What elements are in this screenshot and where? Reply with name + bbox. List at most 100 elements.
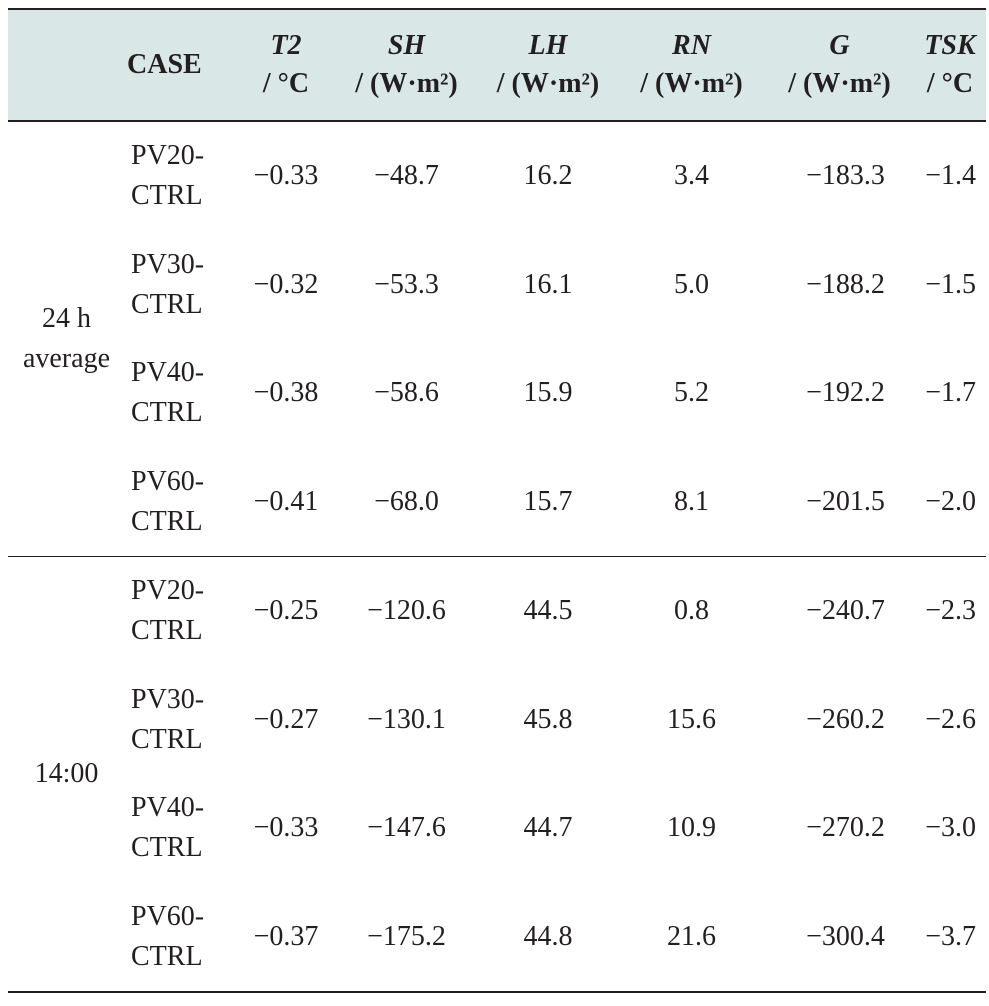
case-line2: CTRL xyxy=(131,505,203,537)
table-row: PV60- CTRL −0.37 −175.2 44.8 21.6 −300.4 −3.7 xyxy=(8,882,986,993)
header-lh: LH / (W·m²) xyxy=(478,8,618,122)
cell-g: −188.2 xyxy=(806,268,885,300)
cell-g: −260.2 xyxy=(806,703,885,735)
case-line1: PV60- xyxy=(131,465,205,497)
case-line2: CTRL xyxy=(131,288,203,320)
header-rn-unit: / (W·m²) xyxy=(640,68,743,99)
cell-rn: 5.0 xyxy=(674,268,709,300)
case-cell: PV30- CTRL xyxy=(125,666,237,775)
cell-lh: 16.1 xyxy=(523,268,573,300)
group-label: 14:00 xyxy=(8,556,125,993)
section-1400: 14:00 PV20- CTRL −0.25 −120.6 44.5 0.8 −240.7 −2… xyxy=(8,556,986,993)
cell-rn: 0.8 xyxy=(674,595,709,627)
header-t2: T2 / °C xyxy=(237,8,335,122)
table-row: PV60- CTRL −0.41 −68.0 15.7 8.1 −201.5 −2.0 xyxy=(8,447,986,557)
case-line2: CTRL xyxy=(131,723,203,755)
header-t2-unit: / °C xyxy=(262,68,310,99)
table-header: CASE T2 / °C SH / (W·m²) LH / (W·m²) RN … xyxy=(8,8,986,122)
group-label: 24 h average xyxy=(8,121,125,557)
cell-lh: 15.7 xyxy=(478,447,618,557)
cell-sh: −175.2 xyxy=(335,882,478,993)
cell-lh: 16.2 xyxy=(523,160,573,192)
header-tsk: TSK / °C xyxy=(914,8,986,122)
cell-rn: 15.6 xyxy=(667,703,716,735)
case-cell: PV30- CTRL xyxy=(125,231,237,340)
cell-rn: 5.2 xyxy=(674,377,709,409)
case-line1: PV20- xyxy=(131,575,205,607)
cell-t2: −0.33 xyxy=(253,160,319,192)
cell-lh: 44.7 xyxy=(523,812,573,844)
header-lh-var: LH xyxy=(528,30,568,61)
cell-t2: −0.38 xyxy=(253,377,319,409)
header-tsk-var: TSK xyxy=(924,30,976,61)
header-rn-var: RN xyxy=(672,30,711,61)
case-cell: PV60- CTRL xyxy=(125,447,237,557)
table-row: 24 h average PV20- CTRL −0.33 −48.7 16.2 3.4 −18… xyxy=(8,121,986,557)
case-line1: PV40- xyxy=(131,357,205,389)
case-cell: PV40- CTRL xyxy=(125,774,237,883)
cell-g: −192.2 xyxy=(806,377,885,409)
data-table: CASE T2 / °C SH / (W·m²) LH / (W·m²) RN … xyxy=(8,8,986,993)
cell-tsk: −1.4 xyxy=(925,160,976,192)
cell-t2: −0.25 xyxy=(253,595,319,627)
case-line1: PV40- xyxy=(131,792,205,824)
header-t2-var: T2 xyxy=(270,30,302,61)
case-cell: PV20- CTRL xyxy=(125,121,237,231)
case-line1: PV30- xyxy=(131,683,205,715)
cell-lh: 44.5 xyxy=(523,595,573,627)
cell-g: −270.2 xyxy=(806,812,885,844)
cell-tsk: −3.7 xyxy=(914,882,986,993)
cell-sh: −68.0 xyxy=(335,447,478,557)
table-row: PV30- CTRL −0.27 −130.1 45.8 15.6 −260.2 −2.6 xyxy=(8,666,986,775)
cell-t2: −0.33 xyxy=(253,812,319,844)
header-sh-var: SH xyxy=(387,30,426,61)
case-line2: CTRL xyxy=(131,615,203,647)
cell-sh: −58.6 xyxy=(374,377,439,409)
case-line2: CTRL xyxy=(131,180,203,212)
table-row: PV30- CTRL −0.32 −53.3 16.1 5.0 −188.2 −1.5 xyxy=(8,231,986,340)
cell-tsk: −1.5 xyxy=(925,268,976,300)
cell-tsk: −2.6 xyxy=(925,703,976,735)
table-row: PV40- CTRL −0.33 −147.6 44.7 10.9 −270.2 −3.0 xyxy=(8,774,986,883)
header-sh-unit: / (W·m²) xyxy=(355,68,458,99)
cell-lh: 45.8 xyxy=(523,703,573,735)
cell-g: −183.3 xyxy=(806,160,885,192)
cell-g: −240.7 xyxy=(806,595,885,627)
header-sh: SH / (W·m²) xyxy=(335,8,478,122)
header-group-blank xyxy=(8,8,125,122)
cell-tsk: −1.7 xyxy=(925,377,976,409)
header-g: G / (W·m²) xyxy=(765,8,914,122)
header-g-var: G xyxy=(829,30,850,61)
case-line1: PV20- xyxy=(131,140,205,172)
cell-g: −201.5 xyxy=(765,447,914,557)
cell-tsk: −2.0 xyxy=(914,447,986,557)
cell-rn: 3.4 xyxy=(674,160,709,192)
cell-sh: −48.7 xyxy=(374,160,439,192)
cell-t2: −0.41 xyxy=(237,447,335,557)
cell-tsk: −3.0 xyxy=(925,812,976,844)
group-label-line1: 14:00 xyxy=(34,758,99,789)
header-row: CASE T2 / °C SH / (W·m²) LH / (W·m²) RN … xyxy=(8,8,986,122)
group-label-line2: average xyxy=(22,343,111,374)
group-label-line1: 24 h xyxy=(42,303,91,334)
cell-tsk: −2.3 xyxy=(925,595,976,627)
case-line1: PV60- xyxy=(131,900,205,932)
table-row: PV40- CTRL −0.38 −58.6 15.9 5.2 −192.2 −1.7 xyxy=(8,339,986,448)
case-cell: PV60- CTRL xyxy=(125,882,237,993)
case-cell: PV20- CTRL xyxy=(125,557,237,666)
cell-t2: −0.32 xyxy=(253,268,319,300)
cell-rn: 8.1 xyxy=(618,447,765,557)
header-lh-unit: / (W·m²) xyxy=(496,68,600,99)
cell-sh: −53.3 xyxy=(374,268,439,300)
header-case: CASE xyxy=(125,8,237,122)
cell-t2: −0.37 xyxy=(237,882,335,993)
cell-rn: 10.9 xyxy=(667,812,716,844)
case-cell: PV40- CTRL xyxy=(125,339,237,448)
header-rn: RN / (W·m²) xyxy=(618,8,765,122)
cell-lh: 44.8 xyxy=(478,882,618,993)
section-24h-average: 24 h average PV20- CTRL −0.33 −48.7 16.2 3.4 −18… xyxy=(8,121,986,557)
case-line2: CTRL xyxy=(131,940,203,972)
header-g-unit: / (W·m²) xyxy=(788,68,891,99)
cell-g: −300.4 xyxy=(765,882,914,993)
